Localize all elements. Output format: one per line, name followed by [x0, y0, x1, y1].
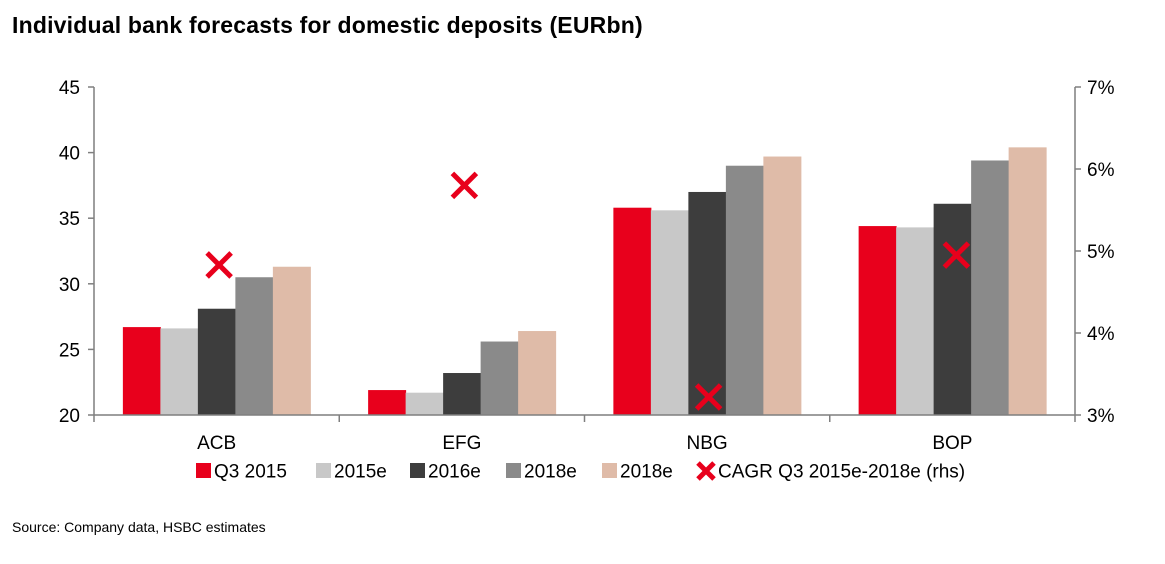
bar-efg-1 — [368, 390, 407, 415]
x-stroke-b — [696, 461, 716, 481]
cagr-marker-efg — [450, 171, 479, 200]
bar-nbg-4 — [725, 165, 764, 415]
bar-efg-5 — [518, 331, 557, 415]
bar-efg-2 — [405, 392, 444, 415]
y-tick-label-left: 35 — [59, 209, 80, 230]
bar-layer — [122, 147, 1047, 416]
legend-label: 2016e — [428, 462, 481, 483]
cagr-marker-bop — [942, 241, 971, 269]
y-tick-label-right: 5% — [1087, 242, 1115, 263]
y-tick-label-right: 4% — [1087, 324, 1115, 345]
bar-bop-5 — [1008, 147, 1047, 416]
x-tick-label: ACB — [197, 433, 236, 454]
bar-nbg-3 — [688, 191, 727, 415]
x-stroke-b — [694, 383, 723, 411]
bar-acb-4 — [235, 277, 274, 415]
chart-title: Individual bank forecasts for domestic d… — [12, 12, 643, 38]
bar-bop-1 — [858, 226, 897, 415]
bar-efg-4 — [480, 341, 519, 415]
bar-nbg-1 — [613, 207, 652, 415]
bar-bop-3 — [933, 203, 972, 415]
legend-label: Q3 2015 — [214, 462, 287, 483]
x-tick-label: NBG — [687, 433, 728, 454]
source-note: Source: Company data, HSBC estimates — [12, 519, 266, 535]
y-tick-label-left: 45 — [59, 78, 80, 99]
axes-layer: ACB EFG NBG BOP 20 25 30 35 40 45 3% 4% 5% 6% 7% — [59, 78, 1115, 454]
legend-label: 2018e — [524, 462, 577, 483]
cagr-marker-layer — [205, 171, 971, 411]
bar-acb-1 — [122, 327, 161, 415]
bar-bop-2 — [896, 227, 935, 415]
bar-nbg-5 — [763, 156, 802, 415]
bar-acb-3 — [197, 308, 236, 415]
x-tick-label: BOP — [932, 433, 972, 454]
bar-efg-3 — [443, 373, 482, 415]
legend-label: CAGR Q3 2015e-2018e (rhs) — [718, 462, 965, 483]
bar-acb-2 — [160, 328, 199, 415]
legend-label: 2018e — [620, 462, 673, 483]
y-tick-label-right: 7% — [1087, 78, 1115, 99]
legend-label: 2015e — [334, 462, 387, 483]
legend-swatch — [410, 463, 425, 478]
y-tick-label-left: 40 — [59, 144, 80, 165]
legend-swatch — [506, 463, 521, 478]
legend-x-marker — [696, 461, 716, 481]
y-tick-label-left: 20 — [59, 406, 80, 427]
x-stroke-b — [205, 251, 233, 279]
legend-swatch — [602, 463, 617, 478]
y-tick-label-right: 3% — [1087, 406, 1115, 427]
cagr-marker-acb — [205, 251, 233, 279]
y-tick-label-left: 25 — [59, 340, 80, 361]
y-tick-label-right: 6% — [1087, 160, 1115, 181]
x-tick-label: EFG — [442, 433, 481, 454]
legend-swatch — [196, 463, 211, 478]
cagr-marker-nbg — [694, 383, 723, 411]
bar-acb-5 — [272, 266, 311, 415]
bar-bop-4 — [971, 160, 1010, 415]
legend: Q3 2015 2015e 2016e 2018e 2018e CAGR Q3 2015e… — [196, 461, 965, 483]
y-tick-label-left: 30 — [59, 275, 80, 296]
bar-nbg-2 — [650, 210, 689, 415]
x-stroke-b — [942, 241, 971, 269]
legend-swatch — [316, 463, 331, 478]
x-stroke-b — [450, 171, 479, 200]
